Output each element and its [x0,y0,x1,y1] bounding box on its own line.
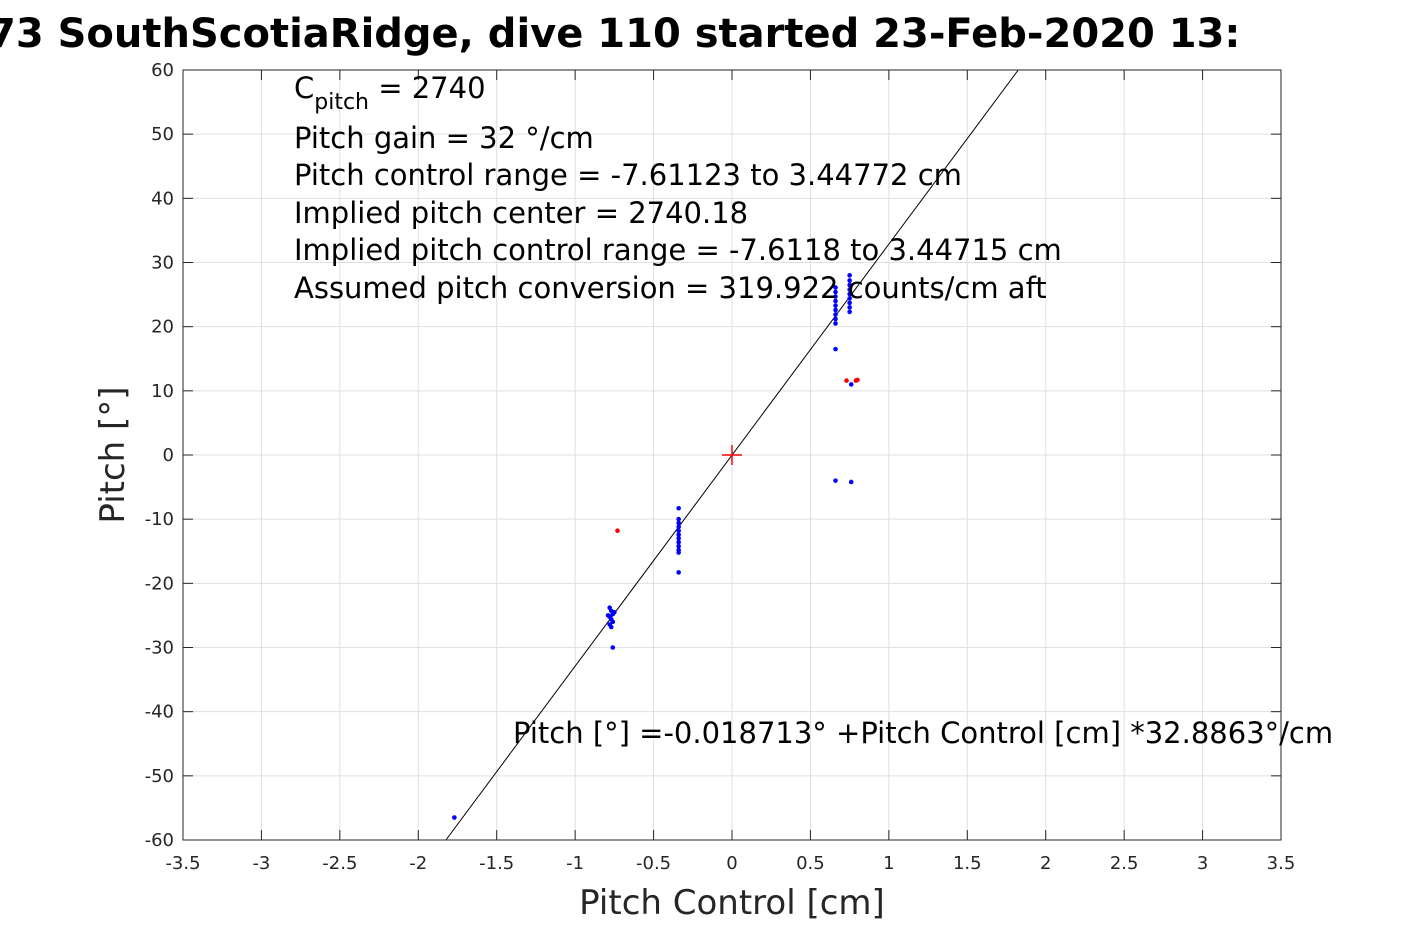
y-tick-label: -40 [145,702,174,723]
x-tick-label: 3 [1197,853,1208,874]
x-tick-label: 3.5 [1267,853,1296,874]
data-point-blue [610,645,616,650]
y-tick-label: 30 [151,253,174,274]
y-tick-label: 10 [151,381,174,402]
data-point-blue [676,505,681,511]
data-point-red [615,528,620,534]
x-tick-label: -2 [409,853,427,874]
x-tick-label: -1.5 [479,853,514,874]
chart-title: 73 SouthScotiaRidge, dive 110 started 23… [0,11,1240,57]
data-point-blue [676,550,681,555]
data-point-blue [676,516,681,522]
x-tick-label: 1.5 [953,853,982,874]
data-points [452,273,860,820]
data-point-blue [848,479,854,485]
x-tick-label: -3.5 [165,853,200,874]
data-point-blue [833,346,838,352]
y-tick-label: 50 [151,124,174,145]
data-point-blue [676,528,681,534]
data-point-blue [833,321,838,326]
data-point-blue [676,570,681,575]
data-point-blue [833,312,838,317]
pitch-gain-annotation: Pitch gain = 32 °/cm [294,121,594,155]
y-tick-label: -10 [145,509,174,530]
y-tick-label: 20 [151,317,174,338]
data-point-blue [610,619,616,625]
x-tick-label: 2.5 [1110,853,1139,874]
data-point-blue [847,300,852,306]
data-point-blue [847,278,852,283]
assumed-pitch-conversion-annotation: Assumed pitch conversion = 319.922 count… [294,271,1047,305]
pitch-control-range-annotation: Pitch control range = -7.61123 to 3.4477… [294,158,962,192]
plot-frame [182,69,1282,841]
data-point-blue [676,536,681,541]
data-point-blue [833,307,838,313]
data-point-blue [833,294,838,299]
data-point-blue [676,543,681,549]
data-point-blue [833,316,838,322]
data-point-blue [847,309,852,315]
data-point-blue [847,305,852,310]
data-point-blue [676,539,681,545]
data-point-blue [847,296,852,301]
x-tick-label: 2 [1040,853,1051,874]
data-point-blue [848,382,854,387]
data-point-blue [605,613,611,618]
ticks: -3.5 -3 -2.5 -2 -1.5 -1 -0.5 0 0.5 1 1.5 2 2.5 3 3.5 -6… [145,60,1296,874]
data-point-blue [833,285,838,290]
data-point-blue [676,524,681,530]
x-tick-label: -1 [566,853,584,874]
c-pitch-annotation: Cpitch = 2740 [294,71,486,115]
data-point-blue [847,282,852,288]
data-point-blue [847,287,852,292]
y-tick-label: -30 [145,638,174,659]
data-point-blue [833,298,838,304]
x-tick-label: 0.5 [796,853,825,874]
data-point-blue [847,291,852,297]
data-point-blue [676,532,681,537]
x-tick-label: 0 [726,853,737,874]
center-marker-group [722,445,742,465]
data-point-red [844,378,849,383]
y-tick-label: -20 [145,573,174,594]
annotations: Cpitch = 2740 Pitch gain = 32 °/cm Pitch… [294,71,1333,750]
c-pitch-label: C [294,71,314,105]
data-point-blue [676,520,681,526]
y-tick-label: 60 [151,60,174,81]
data-point-blue [612,609,617,615]
data-point-blue [833,303,838,308]
y-tick-label: 40 [151,188,174,209]
y-tick-label: -50 [145,766,174,787]
x-tick-label: 1 [883,853,894,874]
c-pitch-subscript: pitch [314,90,369,115]
data-point-blue [847,273,852,278]
x-tick-label: -0.5 [636,853,671,874]
data-point-blue [608,624,614,630]
implied-pitch-center-annotation: Implied pitch center = 2740.18 [294,196,748,230]
x-tick-label: -2.5 [322,853,357,874]
x-axis-label: Pitch Control [cm] [579,883,885,923]
data-point-blue [833,289,838,295]
x-tick-label: -3 [252,853,270,874]
data-point-blue [452,815,457,820]
y-axis-label: Pitch [°] [93,386,133,523]
y-tick-label: -60 [145,830,174,851]
data-point-blue [833,478,838,483]
fit-equation-annotation: Pitch [°] =-0.018713° +Pitch Control [cm… [513,716,1333,750]
c-pitch-value: = 2740 [369,71,486,105]
data-point-red [855,377,860,383]
y-tick-label: 0 [163,445,174,466]
implied-pitch-control-range-annotation: Implied pitch control range = -7.6118 to… [294,233,1062,267]
